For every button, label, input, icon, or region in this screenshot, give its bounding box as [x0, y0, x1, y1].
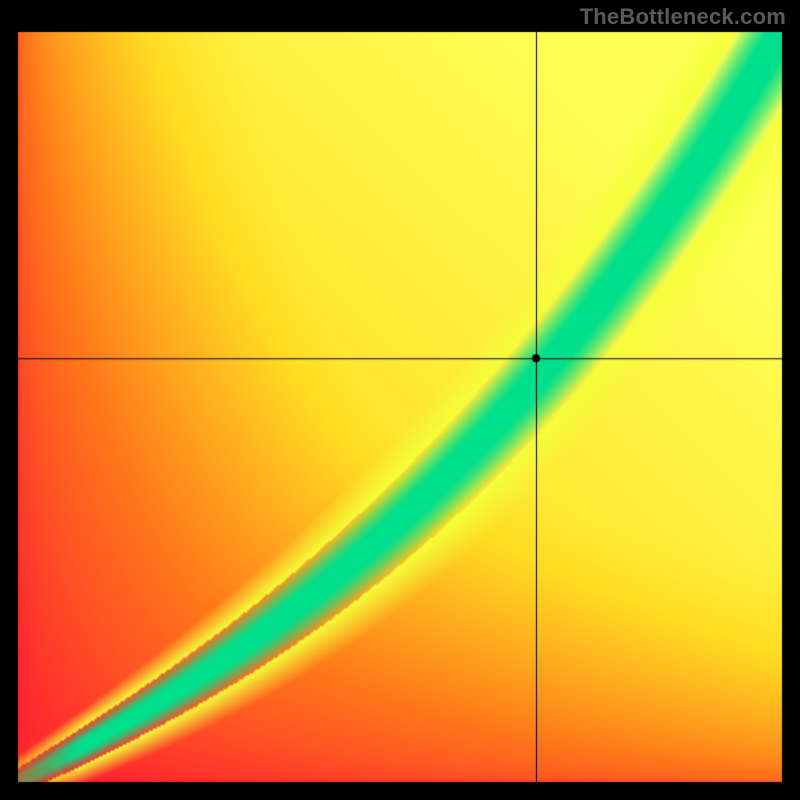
watermark-text: TheBottleneck.com	[580, 4, 786, 30]
chart-frame: TheBottleneck.com	[0, 0, 800, 800]
bottleneck-heatmap	[0, 0, 800, 800]
